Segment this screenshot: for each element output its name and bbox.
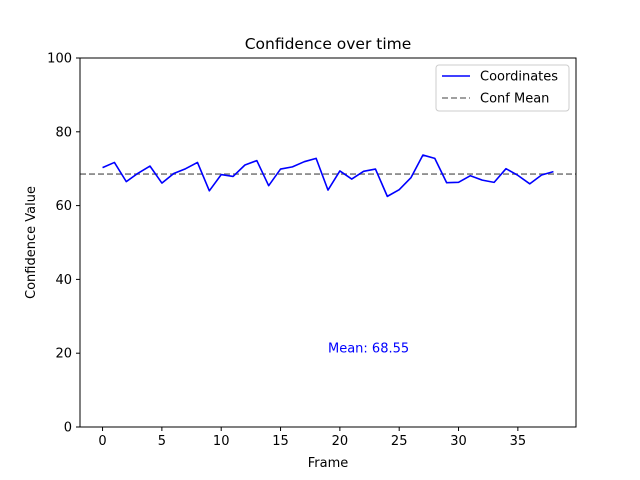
x-axis: 0 5 10 15 20 25 30 35 <box>98 427 526 449</box>
x-tick-label: 5 <box>158 434 166 449</box>
x-tick-label: 35 <box>510 434 527 449</box>
y-tick-label: 60 <box>55 199 72 214</box>
mean-annotation: Mean: 68.55 <box>328 342 409 357</box>
x-tick-label: 0 <box>98 434 106 449</box>
y-axis: 0 20 40 60 80 100 <box>47 52 80 436</box>
x-tick-label: 10 <box>213 434 230 449</box>
y-axis-title: Confidence Value <box>24 186 39 299</box>
x-tick-label: 30 <box>450 434 467 449</box>
legend-label-conf-mean: Conf Mean <box>480 92 549 107</box>
x-tick-label: 20 <box>332 434 349 449</box>
plot-area <box>80 154 576 198</box>
plot-frame <box>79 57 577 428</box>
y-tick-label: 0 <box>64 421 72 436</box>
legend-label-coordinates: Coordinates <box>480 70 558 85</box>
y-tick-label: 80 <box>55 125 72 140</box>
y-tick-label: 20 <box>55 347 72 362</box>
x-axis-title: Frame <box>308 456 349 471</box>
y-tick-label: 40 <box>55 273 72 288</box>
chart-title: Confidence over time <box>245 35 412 53</box>
series-coordinates-line <box>102 154 554 198</box>
y-tick-label: 100 <box>47 52 72 67</box>
x-tick-label: 15 <box>272 434 289 449</box>
legend: Coordinates Conf Mean <box>435 64 570 112</box>
x-tick-label: 25 <box>391 434 408 449</box>
